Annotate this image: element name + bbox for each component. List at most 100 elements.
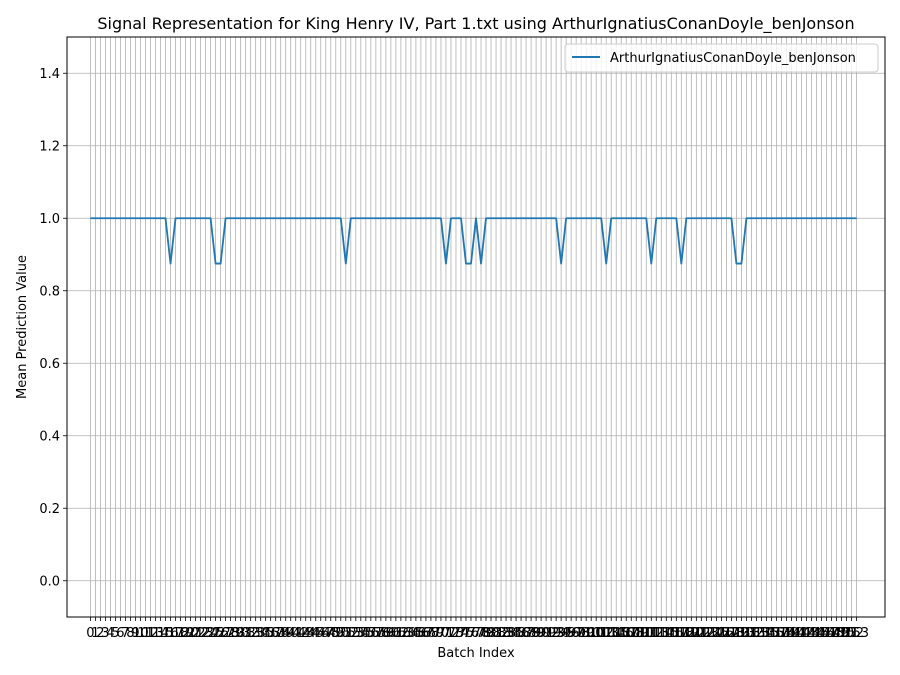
x-tick-label: 79 [478,626,495,641]
x-tick-label: 41 [287,626,304,641]
x-tick-label: 114 [649,626,674,641]
x-tick-label: 78 [473,626,490,641]
x-tick-label: 7 [121,626,129,641]
x-tick-label: 5 [111,626,119,641]
x-tick-label: 53 [348,626,365,641]
x-tick-label: 65 [408,626,425,641]
x-tick-label: 28 [222,626,239,641]
x-tick-label: 51 [338,626,355,641]
x-tick-label: 46 [312,626,329,641]
legend-label: ArthurIgnatiusConanDoyle_benJonson [610,51,856,66]
x-tick-label: 8 [126,626,134,641]
x-tick-label: 18 [172,626,189,641]
legend-box [564,43,879,73]
x-tick-label: 1 [91,626,99,641]
x-tick-label: 14 [152,626,169,641]
x-tick-label: 125 [704,626,729,641]
x-tick-label: 58 [373,626,390,641]
x-tick-label: 83 [498,626,515,641]
x-tick-label: 76 [463,626,480,641]
x-tick-label: 90 [533,626,550,641]
x-tick-label: 43 [297,626,314,641]
y-tick-label: 1.0 [39,212,60,227]
x-tick-label: 126 [709,626,734,641]
x-tick-label: 70 [433,626,450,641]
x-tick-label: 95 [558,626,575,641]
x-tick-label: 118 [669,626,694,641]
x-tick-label: 72 [443,626,460,641]
x-tick-label: 121 [684,626,709,641]
x-tick-label: 135 [754,626,779,641]
x-tick-label: 21 [187,626,204,641]
x-tick-label: 16 [162,626,179,641]
x-tick-label: 102 [589,626,614,641]
x-tick-label: 23 [197,626,214,641]
legend: ArthurIgnatiusConanDoyle_benJonson [564,43,879,73]
x-tick-label: 85 [508,626,525,641]
x-tick-label: 137 [764,626,789,641]
x-tick-label: 26 [212,626,229,641]
x-tick-label: 54 [353,626,370,641]
x-tick-label: 142 [789,626,814,641]
x-tick-label: 109 [624,626,649,641]
x-tick-label: 12 [142,626,159,641]
x-tick-label: 133 [744,626,769,641]
x-tick-label: 44 [302,626,319,641]
x-tick-label: 88 [523,626,540,641]
x-tick-label: 17 [167,626,184,641]
y-tick-label: 1.2 [39,139,60,154]
x-tick-label: 69 [428,626,445,641]
x-tick-label: 131 [734,626,759,641]
x-tick-label: 130 [729,626,754,641]
x-tick-label: 56 [363,626,380,641]
x-tick-label: 139 [774,626,799,641]
y-tick-label: 0.0 [39,574,60,589]
x-axis: 0123456789101112131415161718192021222324… [86,617,869,641]
x-tick-label: 6 [116,626,124,641]
x-tick-label: 112 [639,626,664,641]
x-tick-label: 82 [493,626,510,641]
x-tick-label: 93 [548,626,565,641]
x-tick-label: 50 [333,626,350,641]
x-tick-label: 52 [343,626,360,641]
x-tick-label: 107 [614,626,639,641]
x-tick-label: 33 [247,626,264,641]
x-tick-label: 150 [829,626,854,641]
x-tick-label: 104 [599,626,624,641]
x-tick-label: 40 [282,626,299,641]
x-tick-label: 64 [403,626,420,641]
x-tick-label: 35 [257,626,274,641]
x-tick-label: 127 [714,626,739,641]
x-tick-label: 116 [659,626,684,641]
x-tick-label: 63 [398,626,415,641]
x-tick-label: 61 [388,626,405,641]
x-tick-label: 31 [237,626,254,641]
x-tick-label: 110 [629,626,654,641]
x-tick-label: 38 [272,626,289,641]
x-axis-label: Batch Index [437,646,515,661]
x-tick-label: 60 [383,626,400,641]
x-tick-label: 152 [839,626,864,641]
x-tick-label: 66 [413,626,430,641]
x-tick-label: 149 [824,626,849,641]
x-tick-label: 39 [277,626,294,641]
x-tick-label: 3 [101,626,109,641]
x-tick-label: 113 [644,626,669,641]
x-tick-label: 73 [448,626,465,641]
x-tick-label: 144 [799,626,824,641]
x-tick-label: 68 [423,626,440,641]
y-tick-label: 0.2 [39,502,60,517]
x-tick-label: 19 [177,626,194,641]
grid [67,37,885,617]
x-tick-label: 4 [106,626,114,641]
y-axis-label: Mean Prediction Value [15,255,30,399]
x-tick-label: 138 [769,626,794,641]
x-tick-label: 2 [96,626,104,641]
x-tick-label: 29 [227,626,244,641]
x-tick-label: 9 [131,626,139,641]
x-tick-label: 151 [834,626,859,641]
x-tick-label: 24 [202,626,219,641]
x-tick-label: 80 [483,626,500,641]
x-tick-label: 36 [262,626,279,641]
x-tick-label: 37 [267,626,284,641]
